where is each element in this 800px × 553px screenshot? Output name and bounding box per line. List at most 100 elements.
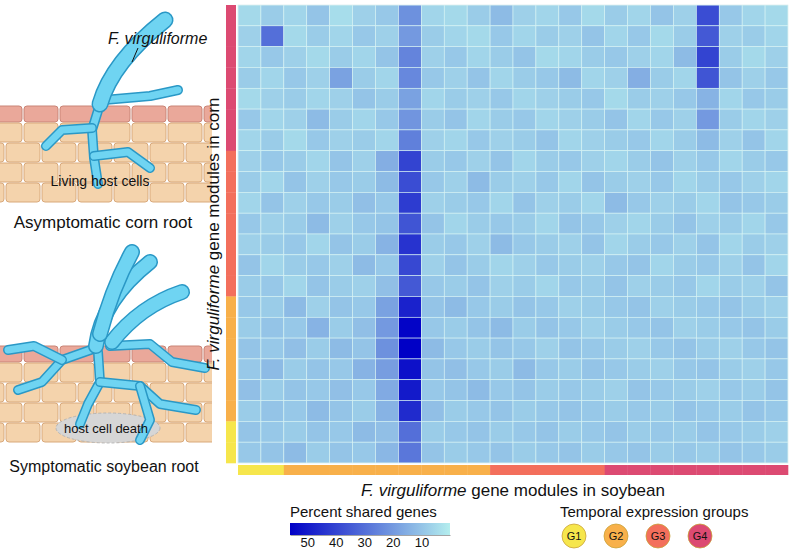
heatmap-cell bbox=[559, 26, 582, 47]
heatmap-cell bbox=[444, 47, 467, 68]
host-cell bbox=[132, 123, 166, 142]
heatmap-cell bbox=[330, 67, 353, 88]
column-group bbox=[765, 465, 788, 475]
heatmap-cell bbox=[444, 255, 467, 276]
heatmap-cell bbox=[421, 380, 444, 401]
heatmap-cell bbox=[238, 276, 261, 297]
heatmap-cell bbox=[582, 88, 605, 109]
heatmap-cell bbox=[582, 442, 605, 463]
heatmap-cell bbox=[742, 276, 765, 297]
heatmap-cell bbox=[398, 67, 421, 88]
heatmap-cell bbox=[765, 338, 788, 359]
heatmap-cell bbox=[605, 151, 628, 172]
heatmap-cell bbox=[490, 380, 513, 401]
row-group bbox=[226, 47, 236, 68]
column-group bbox=[536, 465, 559, 475]
heatmap-cell bbox=[238, 172, 261, 193]
heatmap-cell bbox=[719, 401, 742, 422]
heatmap-cell bbox=[238, 192, 261, 213]
heatmap-cell bbox=[261, 151, 284, 172]
host-cell bbox=[0, 183, 4, 202]
heatmap-cell bbox=[398, 192, 421, 213]
heatmap-cell bbox=[353, 213, 376, 234]
hypha-outline bbox=[100, 252, 132, 334]
heatmap-cell bbox=[605, 47, 628, 68]
heatmap-cell bbox=[353, 234, 376, 255]
heatmap-cell bbox=[582, 338, 605, 359]
host-cell bbox=[6, 423, 40, 442]
heatmap-cell bbox=[353, 401, 376, 422]
heatmap-cell bbox=[559, 192, 582, 213]
hypha-outline bbox=[110, 344, 205, 368]
legend-swatch bbox=[688, 524, 712, 548]
row-group bbox=[226, 213, 236, 234]
heatmap-cell bbox=[559, 338, 582, 359]
heatmap-cell bbox=[582, 380, 605, 401]
heatmap-cell bbox=[284, 192, 307, 213]
heatmap-cell bbox=[284, 5, 307, 26]
hypha-outline bbox=[8, 346, 62, 360]
heatmap-cell bbox=[444, 359, 467, 380]
heatmap-cell bbox=[719, 296, 742, 317]
label-species: F. virguliforme bbox=[361, 481, 467, 500]
heatmap-cell bbox=[467, 296, 490, 317]
heatmap-cell bbox=[421, 88, 444, 109]
heatmap-cell bbox=[536, 88, 559, 109]
heatmap-cell bbox=[421, 213, 444, 234]
heatmap-cell bbox=[444, 5, 467, 26]
heatmap-cell bbox=[467, 380, 490, 401]
heatmap-cell bbox=[398, 172, 421, 193]
heatmap-cell bbox=[673, 338, 696, 359]
heatmap-cell bbox=[605, 88, 628, 109]
heatmap-cell bbox=[513, 255, 536, 276]
column-group bbox=[421, 465, 444, 475]
heatmap-cell bbox=[467, 317, 490, 338]
heatmap-cell bbox=[421, 192, 444, 213]
column-group bbox=[559, 465, 582, 475]
heatmap-cell bbox=[513, 172, 536, 193]
heatmap-cell bbox=[490, 67, 513, 88]
host-cell bbox=[150, 183, 184, 202]
heatmap-cell bbox=[261, 67, 284, 88]
heatmap-cell bbox=[421, 359, 444, 380]
heatmap-cell bbox=[765, 88, 788, 109]
heatmap-cell bbox=[490, 359, 513, 380]
host-cell bbox=[0, 403, 22, 422]
heatmap-cell bbox=[559, 359, 582, 380]
heatmap-cell bbox=[765, 296, 788, 317]
heatmap-cell bbox=[376, 380, 399, 401]
heatmap-cell bbox=[398, 109, 421, 130]
column-group bbox=[284, 465, 307, 475]
heatmap-cell bbox=[673, 317, 696, 338]
row-group bbox=[226, 401, 236, 422]
legend-title: Temporal expression groups bbox=[560, 503, 748, 520]
heatmap-cell bbox=[421, 109, 444, 130]
heatmap-cell bbox=[444, 151, 467, 172]
heatmap-cell bbox=[628, 172, 651, 193]
heatmap-cell bbox=[330, 88, 353, 109]
heatmap-cell bbox=[284, 88, 307, 109]
heatmap-cell bbox=[536, 442, 559, 463]
corn-root bbox=[0, 20, 212, 202]
colorbar bbox=[290, 523, 450, 535]
heatmap-cell bbox=[605, 109, 628, 130]
heatmap-cell bbox=[490, 109, 513, 130]
heatmap-cell bbox=[421, 317, 444, 338]
heatmap-cell bbox=[398, 359, 421, 380]
row-group bbox=[226, 67, 236, 88]
heatmap-cell bbox=[651, 5, 674, 26]
legend-swatch bbox=[562, 524, 586, 548]
heatmap-cell bbox=[398, 255, 421, 276]
column-group bbox=[651, 465, 674, 475]
heatmap-cell bbox=[261, 5, 284, 26]
heatmap-cell bbox=[284, 130, 307, 151]
heatmap-cell bbox=[490, 234, 513, 255]
heatmap-cell bbox=[284, 296, 307, 317]
heatmap-cell bbox=[765, 234, 788, 255]
heatmap-cell bbox=[513, 359, 536, 380]
hypha-outline bbox=[112, 292, 182, 342]
heatmap-cell bbox=[284, 380, 307, 401]
column-group bbox=[238, 465, 261, 475]
heatmap-cell bbox=[513, 338, 536, 359]
heatmap-cell bbox=[582, 130, 605, 151]
